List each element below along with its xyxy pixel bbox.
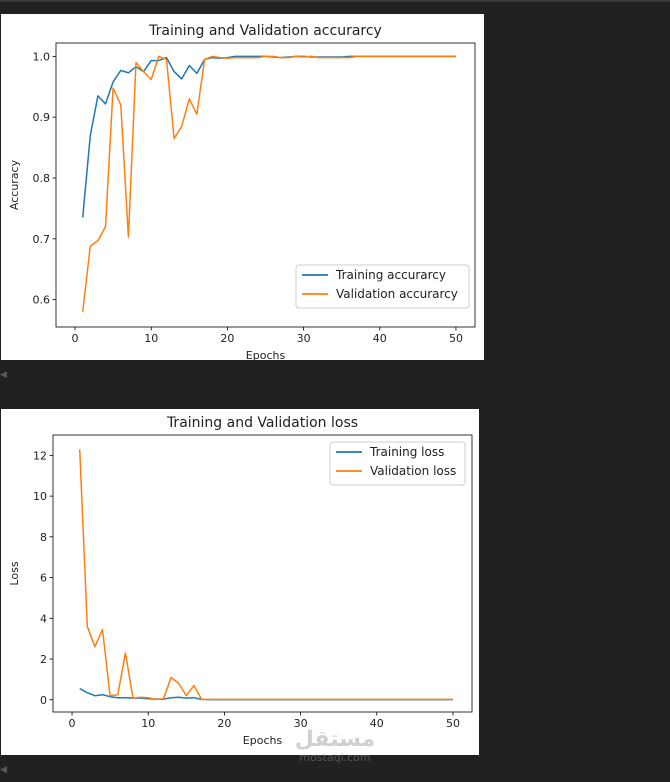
y-tick-label: 4 [40,612,47,625]
x-tick-label: 20 [217,717,231,730]
chart-title: Training and Validation loss [166,415,358,431]
y-tick-label: 0 [40,694,47,707]
x-axis-label: Epochs [243,734,283,747]
accuracy-chart-panel: Training and Validation accurarcy 0 10 20 30… [1,14,484,360]
legend-box [295,264,470,309]
x-tick-label: 20 [220,332,234,345]
y-tick-label: 10 [33,490,47,503]
x-tick-label: 40 [373,332,387,345]
x-tick-label: 50 [449,332,463,345]
x-tick-label: 30 [297,332,311,345]
x-tick-label: 40 [370,717,384,730]
y-tick-label: 8 [40,531,47,544]
top-border-strip [0,0,670,2]
y-tick-label: 6 [40,572,47,585]
loss-chart-panel: Training and Validation loss 0 10 20 30 40 50 0… [1,409,479,755]
x-tick-label: 30 [294,717,308,730]
series-line-validation [81,55,456,312]
chart-title: Training and Validation accurarcy [148,23,382,39]
plot-frame [55,42,476,328]
y-axis-label: Loss [8,561,21,585]
x-tick-label: 0 [72,332,79,345]
y-tick-label: 1.0 [33,50,51,63]
series-line-training [81,55,456,218]
legend-label-training: Training accurarcy [335,268,446,282]
x-tick-label: 10 [141,717,155,730]
legend-box [329,441,466,486]
y-tick-label: 0.9 [33,111,51,124]
y-tick-label: 2 [40,653,47,666]
y-tick-label: 0.6 [33,294,51,307]
y-axis-label: Accuracy [8,159,21,210]
legend-label-training: Training loss [369,445,444,459]
scroll-left-icon[interactable]: ◀ [0,765,7,775]
legend-label-validation: Validation accurarcy [336,287,458,301]
x-tick-label: 50 [446,717,460,730]
plot-frame [52,434,473,713]
scroll-left-icon[interactable]: ◀ [0,370,7,380]
y-tick-label: 0.7 [33,233,51,246]
x-axis-label: Epochs [246,349,286,360]
loss-chart: Training and Validation loss 0 10 20 30 40 50 0… [8,415,473,747]
legend: Training loss Validation loss [329,441,466,486]
y-tick-label: 0.8 [33,172,51,185]
x-tick-label: 0 [69,717,76,730]
legend: Training accurarcy Validation accurarcy [295,264,470,309]
accuracy-chart: Training and Validation accurarcy 0 10 20 30… [8,23,476,360]
series-line-validation [78,449,453,701]
y-tick-label: 12 [33,449,47,462]
x-tick-label: 10 [144,332,158,345]
legend-label-validation: Validation loss [370,464,456,478]
